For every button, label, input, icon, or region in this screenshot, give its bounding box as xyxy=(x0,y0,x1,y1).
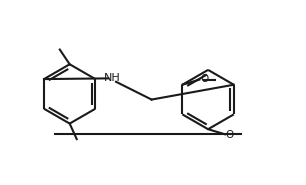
Text: O: O xyxy=(200,74,208,84)
Text: O: O xyxy=(226,130,234,140)
Text: NH: NH xyxy=(104,73,121,83)
